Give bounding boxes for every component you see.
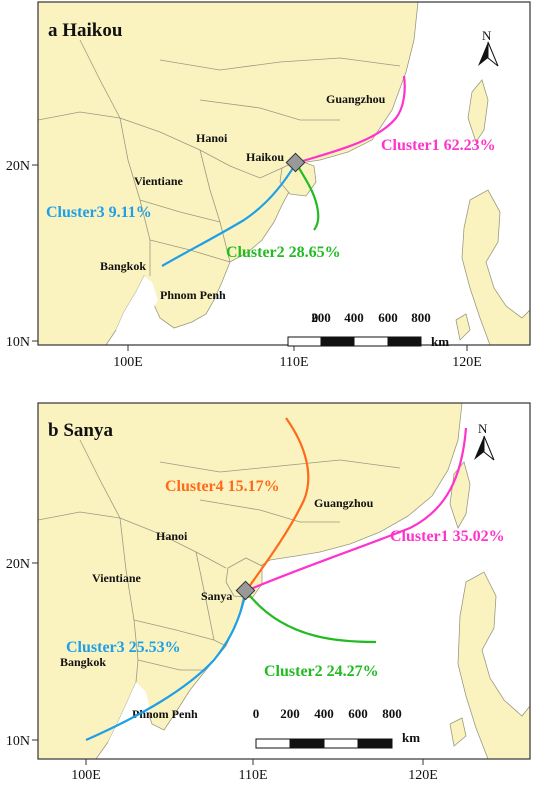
cluster4-label: Cluster4 15.17% — [165, 478, 280, 495]
scale-label: 600 — [348, 706, 368, 721]
scale-unit: km — [431, 334, 449, 349]
philippine-islet — [455, 313, 471, 341]
north-arrow: N — [474, 421, 495, 461]
y-tick-label: 10N — [6, 734, 30, 749]
panel-a-land — [38, 2, 530, 345]
y-tick-label: 10N — [6, 335, 30, 350]
scale-label: 800 — [382, 706, 402, 721]
cluster1-trajectory — [295, 75, 406, 165]
place-vientiane: Vientiane — [92, 571, 142, 585]
country-borders — [38, 439, 401, 683]
cluster4-trajectory — [245, 417, 310, 592]
x-tick-label: 120E — [408, 768, 438, 782]
cluster3-label: Cluster3 25.53% — [66, 639, 181, 656]
place-guangzhou: Guangzhou — [326, 92, 386, 106]
place-hanoi: Hanoi — [196, 131, 228, 145]
scale-bar: 0 200 400 600 800 km — [287, 310, 449, 349]
cluster3-label: Cluster3 9.11% — [46, 204, 152, 221]
scale-label: 400 — [314, 706, 334, 721]
gulf-of-thailand — [116, 276, 158, 334]
svg-text:N: N — [482, 28, 492, 43]
cluster1-label: Cluster1 35.02% — [390, 528, 505, 545]
place-hanoi: Hanoi — [156, 529, 188, 543]
place-phnom-penh: Phnom Penh — [132, 707, 198, 721]
cluster2-label: Cluster2 28.65% — [226, 244, 341, 261]
cluster3-trajectory — [85, 590, 248, 742]
place-vientiane: Vientiane — [134, 174, 184, 188]
north-arrow: N — [478, 28, 499, 67]
cluster2-trajectory — [245, 590, 377, 644]
scale-label: 600 — [378, 310, 398, 325]
scale-bar: 0 200 400 600 800 km — [253, 706, 420, 749]
panel-a-frame — [37, 1, 531, 346]
scale-label: 200 — [280, 706, 300, 721]
scale-label: 800 — [411, 310, 431, 325]
country-borders — [38, 39, 401, 276]
philippines — [461, 189, 530, 345]
scale-label: 0 — [253, 706, 260, 721]
y-tick-label: 20N — [6, 159, 30, 174]
x-tick-label: 100E — [113, 355, 143, 370]
svg-text:N: N — [478, 421, 488, 436]
place-bangkok: Bangkok — [60, 655, 106, 669]
place-phnom-penh: Phnom Penh — [160, 288, 226, 302]
scale-unit: km — [402, 730, 420, 745]
panel-b: 100E 110E 120E 20N 10N b Sanya Guangzhou… — [6, 402, 531, 783]
place-guangzhou: Guangzhou — [314, 496, 374, 510]
cluster3-trajectory — [161, 162, 297, 267]
x-tick-label: 110E — [279, 355, 308, 370]
panel-b-frame — [37, 402, 531, 760]
cluster1-label: Cluster1 62.23% — [381, 137, 496, 154]
panel-b-title: b Sanya — [48, 420, 113, 441]
scale-label: 0 — [312, 310, 319, 325]
panel-a-title: a Haikou — [48, 20, 123, 41]
place-sanya: Sanya — [201, 589, 232, 603]
place-bangkok: Bangkok — [100, 259, 146, 273]
panel-b-ticks — [32, 562, 424, 765]
taiwan — [467, 79, 489, 143]
x-tick-label: 110E — [238, 768, 267, 782]
scale-label: 400 — [344, 310, 364, 325]
cluster2-label: Cluster2 24.27% — [264, 663, 379, 680]
philippine-islet — [449, 717, 467, 747]
gulf-of-thailand — [108, 682, 150, 746]
scale-label: 200 — [311, 310, 331, 325]
x-tick-label: 100E — [71, 768, 101, 782]
cluster2-trajectory — [295, 162, 320, 231]
x-tick-label: 120E — [452, 355, 482, 370]
sanya-station-marker — [235, 580, 256, 601]
panel-a: 100E 110E 120E 20N 10N a Haikou Guangzho… — [6, 1, 531, 370]
philippines — [457, 571, 530, 759]
place-haikou: Haikou — [246, 150, 284, 164]
haikou-station-marker — [285, 152, 306, 173]
cluster1-trajectory — [245, 427, 468, 593]
y-tick-label: 20N — [6, 557, 30, 572]
